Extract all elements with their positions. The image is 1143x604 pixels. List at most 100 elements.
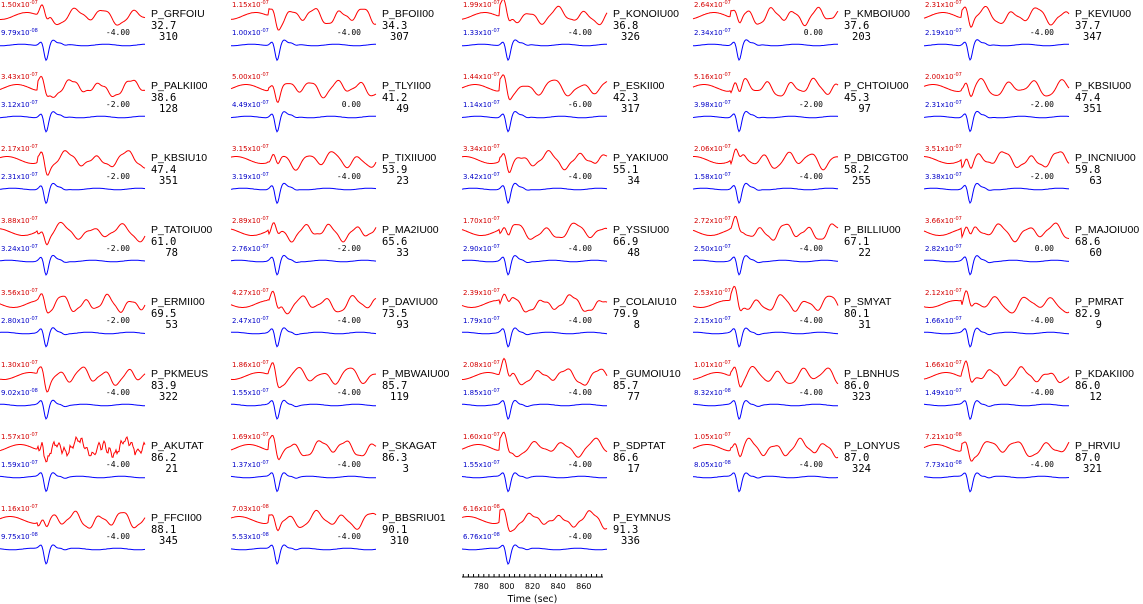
synthetic-amplitude-label: 9.79x10-08 — [1, 28, 38, 37]
synthetic-amplitude-label: 6.76x10-08 — [463, 532, 500, 541]
station-distance: 73.5 — [382, 308, 407, 320]
time-shift-label: -6.00 — [568, 100, 592, 109]
data-amplitude-label: 2.89x10-07 — [232, 216, 269, 225]
data-trace — [693, 148, 839, 171]
station-name: P_YSSIU00 — [613, 224, 669, 236]
synthetic-amplitude-label: 3.98x10-07 — [694, 100, 731, 109]
synthetic-trace — [461, 399, 607, 420]
station-panel: 2.08x10-07 1.85x10-07 -4.00 P_GUMOIU1085.77… — [461, 357, 681, 420]
synthetic-trace — [923, 400, 1069, 421]
synthetic-trace — [461, 472, 608, 493]
synthetic-amplitude-exponent: -07 — [30, 172, 38, 178]
data-amplitude-label: 7.21x10-08 — [925, 432, 962, 441]
station-name: P_MA2IU00 — [382, 224, 439, 236]
station-distance: 42.3 — [613, 92, 638, 104]
synthetic-amplitude-exponent: -08 — [261, 532, 269, 538]
data-trace — [461, 293, 608, 313]
synthetic-amplitude-label: 3.19x10-07 — [232, 172, 269, 181]
data-amplitude-exponent: -07 — [492, 144, 500, 150]
data-amplitude-exponent: -07 — [954, 216, 962, 222]
synthetic-amplitude-label: 1.37x10-07 — [232, 460, 269, 469]
data-amplitude-label: 3.88x10-07 — [1, 216, 38, 225]
station-distance: 32.7 — [151, 20, 176, 32]
station-name: P_COLAIU10 — [613, 296, 677, 308]
synthetic-amplitude-label: 1.49x10-07 — [925, 388, 962, 397]
synthetic-amplitude-exponent: -07 — [261, 244, 269, 250]
synthetic-amplitude-label: 3.12x10-07 — [1, 100, 38, 109]
station-name: P_LBNHUS — [844, 368, 899, 380]
synthetic-amplitude-exponent: -07 — [723, 316, 731, 322]
time-shift-label: -4.00 — [106, 532, 130, 541]
data-trace — [461, 222, 608, 240]
synthetic-trace — [923, 472, 1070, 493]
data-trace — [923, 360, 1070, 387]
station-panel: 2.31x10-07 2.19x10-07 -4.00 P_KEVIU0037.734… — [923, 0, 1131, 61]
data-amplitude-exponent: -07 — [492, 288, 500, 294]
synthetic-amplitude-label: 2.82x10-07 — [925, 244, 962, 253]
data-trace — [461, 508, 608, 533]
data-trace — [0, 366, 146, 393]
station-panel: 2.17x10-07 2.31x10-07 -2.00 P_KBSIU1047.435… — [0, 144, 207, 205]
time-tick-label: 840 — [550, 582, 565, 591]
station-distance: 47.4 — [1075, 92, 1100, 104]
data-amplitude-label: 3.34x10-07 — [463, 144, 500, 153]
synthetic-trace — [0, 39, 146, 62]
data-amplitude-exponent: -07 — [30, 504, 38, 510]
time-shift-label: -4.00 — [568, 28, 592, 37]
station-azimuth: 203 — [852, 31, 871, 43]
synthetic-trace — [0, 399, 146, 420]
data-amplitude-exponent: -07 — [261, 216, 269, 222]
station-azimuth: 310 — [159, 31, 178, 43]
data-amplitude-exponent: -07 — [261, 72, 269, 78]
data-amplitude-exponent: -07 — [261, 432, 269, 438]
data-trace — [692, 366, 839, 388]
data-amplitude-exponent: -07 — [30, 144, 38, 150]
synthetic-trace — [924, 39, 1069, 61]
time-shift-label: -4.00 — [568, 532, 592, 541]
time-shift-label: -2.00 — [106, 316, 130, 325]
synthetic-amplitude-exponent: -07 — [261, 388, 269, 394]
time-shift-label: -4.00 — [337, 388, 361, 397]
synthetic-trace — [692, 39, 838, 62]
data-amplitude-exponent: -08 — [492, 504, 500, 510]
synthetic-amplitude-label: 1.79x10-07 — [463, 316, 500, 325]
synthetic-trace — [461, 544, 608, 565]
station-name: P_BFOII00 — [382, 8, 434, 20]
station-panel: 2.06x10-07 1.58x10-07 -4.00 P_DBICGT0058.22… — [692, 144, 908, 205]
data-trace — [0, 150, 146, 176]
synthetic-amplitude-label: 4.49x10-07 — [232, 100, 269, 109]
station-azimuth: 9 — [1096, 319, 1102, 331]
time-shift-label: -4.00 — [1030, 460, 1054, 469]
data-amplitude-exponent: -07 — [261, 288, 269, 294]
station-distance: 85.7 — [613, 380, 638, 392]
synthetic-amplitude-label: 3.42x10-07 — [463, 172, 500, 181]
station-azimuth: 347 — [1083, 31, 1102, 43]
data-amplitude-exponent: -07 — [30, 360, 38, 366]
station-name: P_KBSIU00 — [1075, 80, 1131, 92]
station-distance: 36.8 — [613, 20, 638, 32]
data-amplitude-label: 1.86x10-07 — [232, 360, 269, 369]
station-azimuth: 321 — [1083, 463, 1102, 475]
synthetic-trace — [231, 399, 376, 420]
station-distance: 90.1 — [382, 524, 407, 536]
data-trace — [230, 7, 377, 31]
synthetic-amplitude-exponent: -07 — [954, 100, 962, 106]
station-name: P_ESKII00 — [613, 80, 665, 92]
station-name: P_GUMOIU10 — [613, 368, 681, 380]
data-amplitude-label: 1.57x10-07 — [1, 432, 38, 441]
synthetic-amplitude-exponent: -08 — [30, 532, 38, 538]
station-name: P_KBSIU10 — [151, 152, 207, 164]
synthetic-trace — [692, 472, 838, 493]
station-name: P_BILLIU00 — [844, 224, 901, 236]
data-amplitude-exponent: -07 — [30, 216, 38, 222]
synthetic-amplitude-label: 1.00x10-07 — [232, 28, 269, 37]
synthetic-trace — [692, 182, 839, 205]
data-amplitude-exponent: -07 — [492, 0, 500, 6]
station-azimuth: 351 — [159, 175, 178, 187]
synthetic-trace — [923, 182, 1070, 205]
station-name: P_SDPTAT — [613, 440, 666, 452]
